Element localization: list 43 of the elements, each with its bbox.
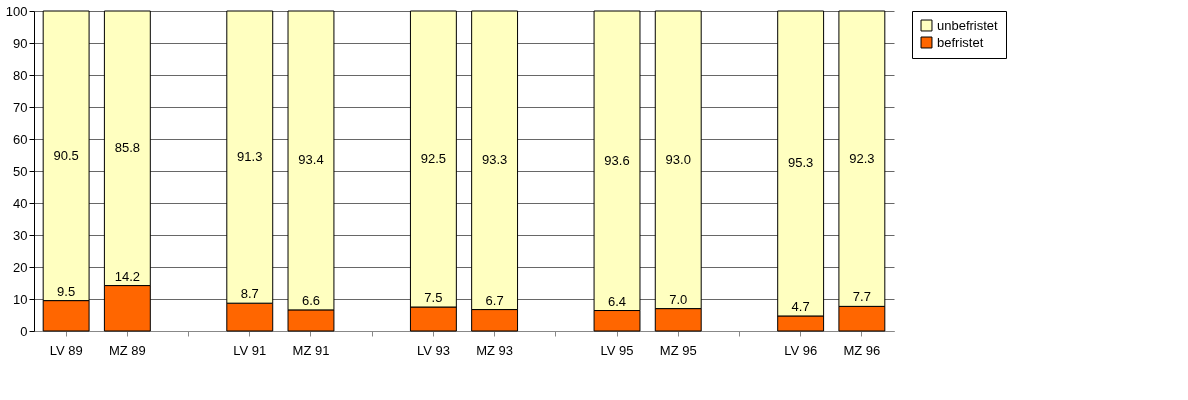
x-tick-label: LV 89 (49, 342, 83, 358)
legend-label: befristet (937, 34, 984, 50)
x-tick-label: LV 96 (784, 342, 818, 358)
y-tick-label: 80 (13, 67, 28, 83)
y-tick-label: 40 (13, 195, 28, 211)
data-label: 9.5 (57, 283, 76, 299)
y-tick-label: 70 (13, 99, 28, 115)
data-label: 92.3 (849, 150, 875, 166)
x-tick-label: MZ 95 (659, 342, 697, 358)
y-tick-label: 50 (13, 163, 28, 179)
data-label: 6.7 (485, 292, 504, 308)
data-label: 85.8 (114, 140, 140, 156)
x-tick-label: LV 95 (600, 342, 634, 358)
data-label: 7.0 (669, 291, 688, 307)
x-tick-label: LV 91 (233, 342, 267, 358)
x-tick-label: MZ 89 (108, 342, 146, 358)
y-tick-label: 0 (20, 323, 28, 339)
data-label: 6.6 (301, 292, 321, 308)
x-tick-label: MZ 91 (292, 342, 330, 358)
data-label: 14.2 (114, 268, 140, 284)
x-tick-label: MZ 93 (476, 342, 514, 358)
legend-label: unbefristet (937, 17, 999, 33)
data-label: 90.5 (53, 147, 79, 163)
data-label: 92.5 (420, 151, 447, 166)
data-label: 93.0 (665, 151, 691, 167)
y-tick-label: 20 (13, 259, 28, 275)
y-tick-label: 60 (13, 131, 28, 147)
data-label: 95.3 (788, 155, 814, 171)
y-tick-label: 90 (13, 35, 28, 51)
data-label: 7.5 (424, 290, 443, 305)
x-tick-label: MZ 96 (843, 342, 881, 358)
data-label: 6.4 (607, 293, 627, 309)
data-label: 93.3 (481, 152, 508, 168)
data-label: 93.6 (604, 152, 630, 168)
x-tick-label: LV 93 (416, 342, 450, 358)
data-label: 8.7 (240, 286, 259, 302)
y-tick-label: 30 (13, 227, 28, 243)
y-tick-label: 100 (5, 3, 28, 19)
data-label: 4.7 (791, 298, 810, 314)
data-label: 7.7 (852, 289, 871, 305)
data-label: 91.3 (237, 149, 263, 165)
data-label: 93.4 (298, 152, 324, 168)
y-tick-label: 10 (13, 291, 28, 307)
